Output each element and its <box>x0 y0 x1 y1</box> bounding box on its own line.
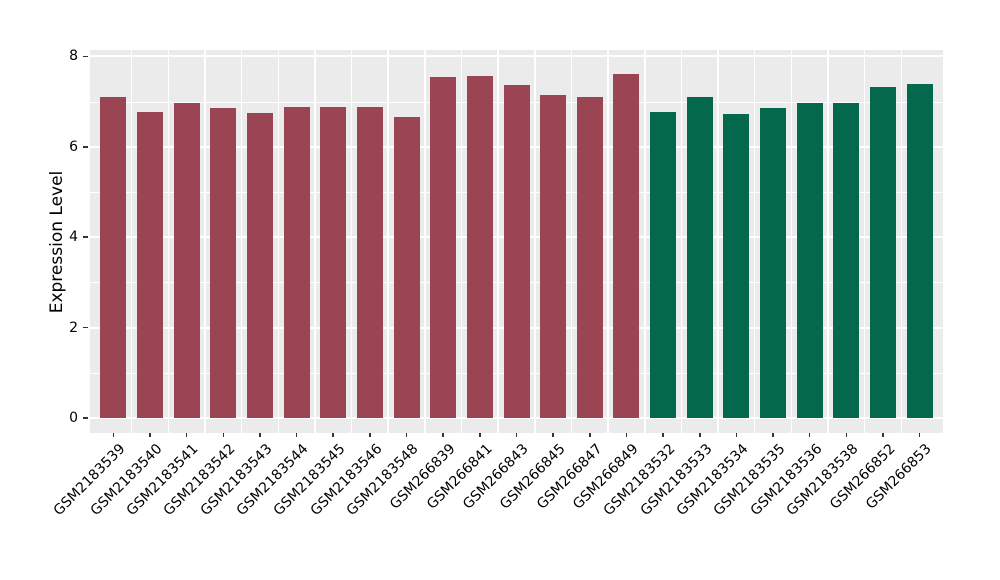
x-tick-mark <box>369 433 371 437</box>
x-tick-mark <box>625 433 628 437</box>
x-tick-mark <box>405 433 408 437</box>
vertical-gridline <box>387 50 389 433</box>
x-tick-mark <box>259 433 261 437</box>
bar <box>320 107 347 418</box>
x-tick-mark <box>772 433 774 437</box>
major-gridline <box>90 417 943 419</box>
bar <box>540 94 567 418</box>
x-tick-mark <box>808 433 811 437</box>
y-tick-label: 6 <box>69 138 78 155</box>
y-tick-mark <box>83 417 88 419</box>
vertical-gridline <box>753 50 756 433</box>
bar <box>100 96 127 418</box>
vertical-gridline <box>717 50 719 433</box>
vertical-gridline <box>790 50 793 433</box>
x-tick-mark <box>515 433 518 437</box>
bar <box>393 116 420 418</box>
y-tick-mark <box>83 236 88 238</box>
bar <box>503 85 530 418</box>
y-tick-label: 8 <box>69 48 78 65</box>
vertical-gridline <box>314 50 316 433</box>
y-tick-label: 4 <box>69 229 78 246</box>
bar <box>760 108 787 418</box>
bar <box>870 87 897 418</box>
y-tick-mark <box>83 326 88 329</box>
x-tick-mark <box>185 433 188 437</box>
vertical-gridline <box>900 50 903 433</box>
bar <box>906 83 933 418</box>
vertical-gridline <box>350 50 353 433</box>
bar <box>833 103 860 418</box>
vertical-gridline <box>534 50 536 433</box>
x-tick-mark <box>295 433 298 437</box>
y-tick-label: 0 <box>69 410 78 426</box>
x-tick-mark <box>882 433 884 437</box>
x-tick-label: GSM266853 <box>863 441 936 513</box>
bar <box>613 73 640 418</box>
bar <box>650 112 677 418</box>
vertical-gridline <box>277 50 279 433</box>
y-tick-mark <box>83 55 88 58</box>
bar <box>466 76 493 418</box>
y-tick-label: 2 <box>69 319 78 336</box>
plot-panel <box>90 50 943 433</box>
x-tick-mark <box>845 433 848 437</box>
vertical-gridline <box>497 50 499 433</box>
x-tick-mark <box>149 433 151 437</box>
vertical-gridline <box>827 50 829 433</box>
vertical-gridline <box>607 50 609 433</box>
x-tick-mark <box>589 433 591 437</box>
bar <box>796 102 823 418</box>
bar <box>356 107 383 418</box>
y-tick-mark <box>83 146 88 148</box>
bar <box>576 96 603 418</box>
vertical-gridline <box>570 50 573 433</box>
major-gridline <box>90 55 943 58</box>
bar <box>283 107 310 418</box>
vertical-gridline <box>644 50 646 433</box>
bar <box>210 108 237 418</box>
vertical-gridline <box>167 50 170 433</box>
vertical-gridline <box>863 50 866 433</box>
bar <box>173 102 200 418</box>
x-tick-mark <box>442 433 444 437</box>
x-tick-mark <box>112 433 115 437</box>
x-tick-mark <box>332 433 334 437</box>
x-tick-mark <box>918 433 921 437</box>
vertical-gridline <box>680 50 683 433</box>
x-tick-mark <box>662 433 664 437</box>
x-tick-mark <box>699 433 701 437</box>
bar <box>723 114 750 418</box>
vertical-gridline <box>424 50 426 433</box>
bar <box>246 113 273 418</box>
bar <box>136 112 163 418</box>
vertical-gridline <box>460 50 463 433</box>
vertical-gridline <box>130 50 133 433</box>
vertical-gridline <box>240 50 243 433</box>
vertical-gridline <box>204 50 206 433</box>
x-tick-mark <box>479 433 481 437</box>
bar <box>686 96 713 418</box>
x-tick-mark <box>222 433 225 437</box>
x-tick-mark <box>735 433 738 437</box>
x-tick-mark <box>552 433 554 437</box>
bar <box>430 77 457 418</box>
